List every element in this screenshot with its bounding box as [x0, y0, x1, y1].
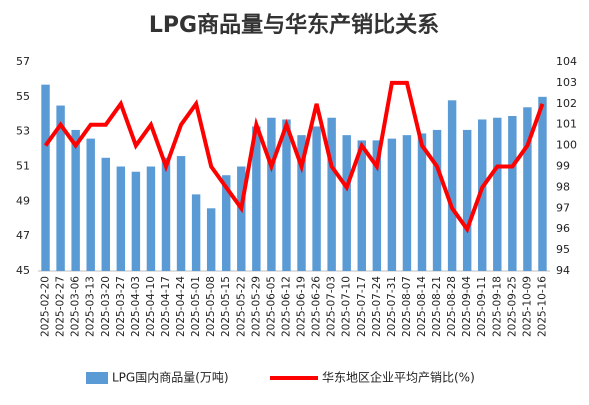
bar — [312, 126, 321, 271]
x-tick-label: 2025-09-11 — [476, 276, 488, 337]
x-tick-label: 2025-04-24 — [175, 276, 187, 337]
bar — [86, 138, 95, 271]
y2-tick-label: 96 — [556, 222, 570, 235]
x-tick-label: 2025-05-01 — [190, 276, 202, 337]
x-tick-label: 2025-09-18 — [491, 276, 503, 337]
y-tick-label: 49 — [16, 194, 30, 207]
x-tick-label: 2025-09-04 — [461, 276, 473, 337]
x-tick-label: 2025-04-10 — [145, 276, 157, 337]
x-tick-label: 2025-06-26 — [311, 276, 323, 337]
x-tick-label: 2025-05-08 — [205, 276, 217, 337]
line — [43, 80, 545, 234]
y2-tick-label: 94 — [556, 264, 570, 277]
y-tick-label: 47 — [16, 229, 30, 242]
bar — [267, 117, 276, 271]
y2-tick-label: 102 — [556, 97, 577, 110]
bar — [131, 171, 141, 271]
x-tick-label: 2025-07-31 — [386, 276, 398, 337]
y-tick-label: 57 — [16, 55, 30, 68]
y2-tick-label: 98 — [556, 180, 570, 193]
bar — [478, 119, 487, 271]
x-tick-label: 2025-02-20 — [40, 276, 52, 337]
x-tick-label: 2025-03-27 — [115, 276, 127, 337]
bar — [462, 129, 472, 271]
x-tick-label: 2025-08-14 — [416, 276, 428, 337]
bar — [342, 135, 351, 271]
bar — [402, 135, 412, 271]
legend-label: LPG国内商品量(万吨) — [112, 370, 229, 385]
chart-title: LPG商品量与华东产销比关系 — [149, 12, 439, 38]
bar — [161, 157, 171, 271]
bar — [237, 166, 246, 271]
x-tick-label: 2025-10-09 — [521, 276, 533, 337]
x-tick-label: 2025-07-03 — [326, 276, 338, 337]
bar — [56, 105, 65, 272]
y-tick-label: 53 — [16, 125, 30, 138]
bar — [493, 117, 502, 271]
y-tick-label: 51 — [16, 160, 30, 173]
x-tick-label: 2025-10-16 — [536, 276, 548, 337]
bar — [116, 166, 126, 271]
x-tick-label: 2025-06-05 — [265, 276, 277, 337]
y2-tick-label: 101 — [556, 118, 577, 131]
y-tick-label: 45 — [16, 264, 30, 277]
bar — [222, 175, 231, 271]
x-tick-label: 2025-07-17 — [356, 276, 368, 337]
y2-tick-label: 104 — [556, 55, 577, 68]
x-tick-label: 2025-03-13 — [85, 276, 97, 337]
x-tick-label: 2025-05-29 — [250, 276, 262, 337]
y2-tick-label: 99 — [556, 160, 570, 173]
x-tick-label: 2025-03-06 — [70, 276, 82, 337]
bar — [523, 107, 532, 272]
y-tick-label: 55 — [16, 90, 30, 103]
legend-label: 华东地区企业平均产销比(%) — [322, 370, 475, 385]
bar — [297, 135, 306, 271]
x-tick-label: 2025-05-15 — [220, 276, 232, 337]
bar — [252, 126, 261, 271]
x-tick-label: 2025-02-27 — [55, 276, 67, 337]
bar — [327, 117, 336, 271]
bar — [508, 115, 517, 271]
x-tick-label: 2025-04-03 — [130, 276, 142, 337]
x-tick-label: 2025-08-21 — [431, 276, 443, 337]
x-tick-label: 2025-07-10 — [341, 276, 353, 337]
x-tick-label: 2025-09-25 — [506, 276, 518, 337]
x-tick-label: 2025-08-07 — [401, 276, 413, 337]
bar — [387, 138, 397, 271]
x-tick-label: 2025-06-19 — [296, 276, 308, 337]
x-tick-label: 2025-06-12 — [280, 276, 292, 337]
bar — [41, 84, 50, 272]
bar — [372, 140, 382, 271]
bar — [146, 166, 156, 271]
x-tick-label: 2025-05-22 — [235, 276, 247, 337]
y2-tick-label: 95 — [556, 243, 570, 256]
bar — [191, 194, 201, 271]
x-tick-label: 2025-03-20 — [100, 276, 112, 337]
x-tick-label: 2025-08-28 — [446, 276, 458, 337]
y2-tick-label: 100 — [556, 139, 577, 152]
bar — [417, 133, 427, 271]
legend-swatch — [86, 372, 108, 384]
x-tick-label: 2025-04-17 — [160, 276, 172, 337]
bar — [538, 96, 547, 271]
y2-tick-label: 103 — [556, 76, 577, 89]
x-tick-label: 2025-07-24 — [371, 276, 383, 337]
bar — [282, 119, 291, 271]
bar — [206, 208, 216, 271]
bar — [71, 129, 80, 271]
bar — [447, 100, 457, 271]
bar — [432, 129, 442, 271]
bar — [101, 157, 110, 271]
bar — [176, 156, 186, 271]
bar — [357, 140, 366, 271]
y2-tick-label: 97 — [556, 201, 570, 214]
